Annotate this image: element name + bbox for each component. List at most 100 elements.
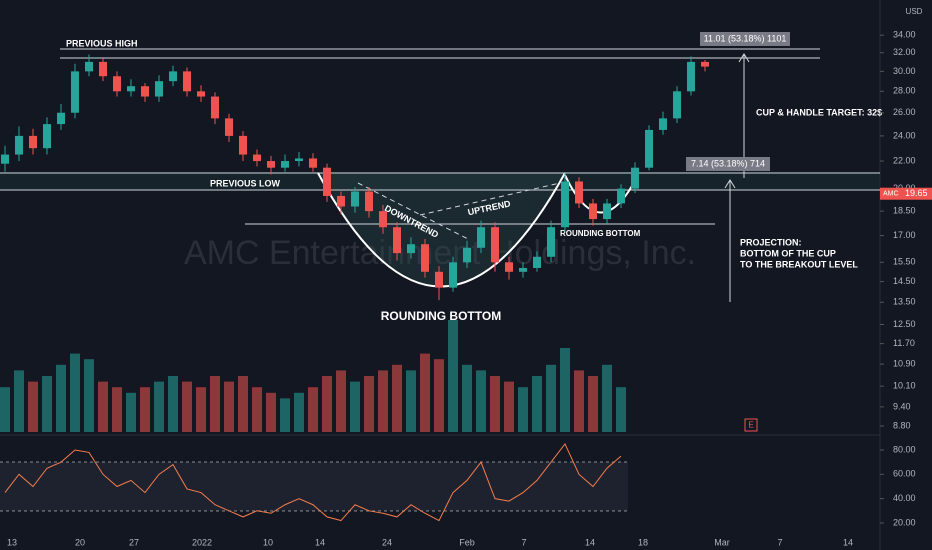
volume-bar <box>532 376 542 432</box>
x-tick-label: 24 <box>382 537 392 547</box>
candle-body <box>533 256 541 268</box>
candle-body <box>225 118 233 136</box>
rsi-band-fill <box>0 462 628 511</box>
candle-body <box>561 181 569 228</box>
annotation: BOTTOM OF THE CUP <box>740 248 836 258</box>
candle-body <box>491 227 499 263</box>
volume-bar <box>420 353 430 432</box>
volume-bar <box>182 381 192 432</box>
y-tick-label: 8.80 <box>893 420 911 430</box>
y-tick-label: 12.50 <box>893 319 916 329</box>
candle-body <box>85 61 93 72</box>
volume-bar <box>336 370 346 432</box>
volume-bar <box>70 353 80 432</box>
candle-body <box>547 227 555 257</box>
candle-body <box>99 61 107 77</box>
volume-bar <box>56 364 66 432</box>
y-tick-label: 22.00 <box>893 155 916 165</box>
candle-body <box>449 262 457 288</box>
candle-body <box>183 71 191 92</box>
candle-body <box>309 158 317 168</box>
candle-body <box>351 191 359 207</box>
y-tick-label: 13.50 <box>893 297 916 307</box>
candle-body <box>687 61 695 92</box>
volume-bar <box>364 376 374 432</box>
volume-bar <box>168 376 178 432</box>
y-tick-label: 34.00 <box>893 30 916 40</box>
rsi-tick-label: 60.00 <box>893 469 916 479</box>
y-tick-label: 18.50 <box>893 206 916 216</box>
volume-bar <box>476 370 486 432</box>
volume-bar <box>210 376 220 432</box>
candle-body <box>169 71 177 82</box>
candle-body <box>603 203 611 220</box>
annotation: PREVIOUS LOW <box>210 178 281 188</box>
x-tick-label: 18 <box>638 537 648 547</box>
annotation: TO THE BREAKOUT LEVEL <box>740 259 858 269</box>
volume-bar <box>588 376 598 432</box>
candle-body <box>211 96 219 119</box>
downtrend-line <box>357 182 471 241</box>
x-tick-label: 14 <box>315 537 325 547</box>
rsi-tick-label: 40.00 <box>893 493 916 503</box>
volume-bar <box>196 387 206 432</box>
candle-body <box>631 167 639 189</box>
rsi-line <box>4 442 622 522</box>
y-tick-label: 14.50 <box>893 276 916 286</box>
volume-bar <box>350 381 360 432</box>
annotation: ROUNDING BOTTOM <box>560 229 641 238</box>
price-tag <box>880 187 932 200</box>
volume-bar <box>0 387 10 432</box>
arrow-head <box>738 53 750 63</box>
x-tick-label: 7 <box>777 537 782 547</box>
candle-body <box>701 61 709 67</box>
volume-bar <box>280 398 290 432</box>
volume-bar <box>616 387 626 432</box>
x-tick-label: 27 <box>129 537 139 547</box>
volume-bar <box>126 392 136 432</box>
measure-box <box>700 32 790 46</box>
candle-body <box>239 135 247 155</box>
y-tick-label: 10.10 <box>893 381 916 391</box>
y-tick-label: 26.00 <box>893 107 916 117</box>
handle-curve <box>564 174 639 214</box>
y-tick-label: 10.90 <box>893 358 916 368</box>
currency: USD <box>906 7 923 16</box>
x-tick-label: 14 <box>585 537 595 547</box>
candle-body <box>71 71 79 113</box>
candle-body <box>197 91 205 97</box>
watermark: AMC Entertainment Holdings, Inc. <box>184 234 696 272</box>
candle-body <box>617 188 625 204</box>
candle-body <box>127 86 135 92</box>
volume-bar <box>602 364 612 432</box>
earnings-badge[interactable] <box>744 418 758 432</box>
measure-label: 7.14 (53.18%) 714 <box>691 158 765 168</box>
annotation: PREVIOUS HIGH <box>66 38 138 48</box>
volume-bar <box>294 392 304 432</box>
x-tick-label: 14 <box>843 537 853 547</box>
volume-bar <box>546 364 556 432</box>
annotation: PROJECTION: <box>740 237 802 247</box>
candle-body <box>57 112 65 125</box>
volume-bar <box>378 370 388 432</box>
volume-bar <box>504 381 514 432</box>
candle-body <box>519 267 527 272</box>
x-tick-label: 10 <box>263 537 273 547</box>
volume-bar <box>42 376 52 432</box>
volume-bar <box>14 370 24 432</box>
candle-body <box>267 161 275 168</box>
x-tick-label: 7 <box>521 537 526 547</box>
candle-body <box>421 244 429 272</box>
candle-body <box>155 81 163 97</box>
candle-body <box>659 118 667 130</box>
volume-bar <box>28 381 38 432</box>
volume-bar <box>406 370 416 432</box>
volume-bar <box>308 387 318 432</box>
volume-bar <box>448 320 458 432</box>
annotation: CUP & HANDLE TARGET: 32$ <box>756 107 882 117</box>
candle-body <box>365 191 373 212</box>
candle-body <box>15 135 23 155</box>
arrow-head <box>724 179 736 189</box>
volume-bar <box>154 381 164 432</box>
